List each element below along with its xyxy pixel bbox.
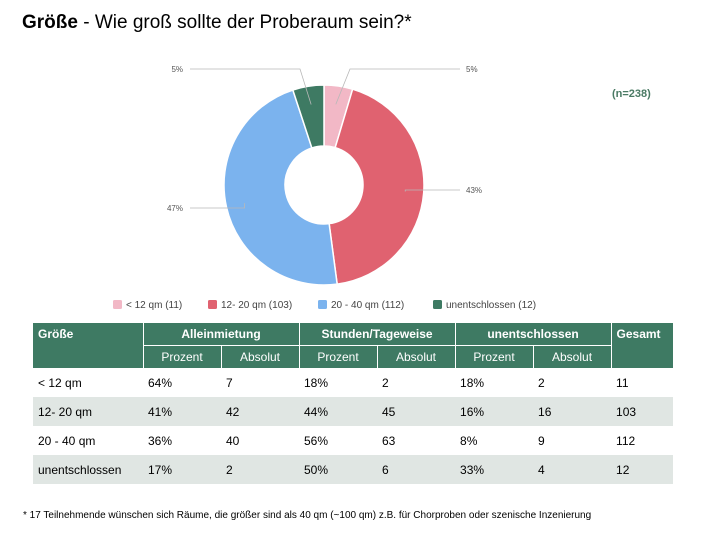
slice-label: 5% (466, 65, 478, 74)
leader-line (190, 203, 245, 209)
table-cell: 2 (538, 375, 545, 390)
table-cell: 6 (377, 455, 456, 484)
table-cell: 42 (221, 397, 299, 426)
table-cell: 20 - 40 qm (38, 433, 96, 448)
donut-slices (223, 84, 425, 286)
slice-leader-lines (190, 68, 460, 209)
table-cell: 2 (221, 455, 299, 484)
table-cell: 45 (377, 397, 456, 426)
table-cell: 40 (226, 433, 240, 448)
title-bold: Größe (22, 12, 78, 33)
leader-line (404, 189, 460, 192)
slice-12-20 (328, 88, 425, 285)
table-cell: 103 (611, 397, 674, 426)
header-alleinmietung: Alleinmietung (143, 323, 300, 346)
leader-line (335, 68, 460, 105)
table-cell: 12- 20 qm (33, 397, 143, 426)
slice-unentschlossen (291, 84, 325, 149)
legend-swatch (208, 300, 217, 309)
table-cell: 8% (460, 433, 478, 448)
legend-swatch (433, 300, 442, 309)
legend-label: 20 - 40 qm (112) (331, 300, 404, 311)
legend-label: < 12 qm (11) (126, 300, 182, 311)
sample-size-label: (n=238) (612, 88, 651, 100)
slice-labels: 5% 43% 47% 5% (167, 65, 482, 213)
table-row: < 12 qm 64% 7 18% 2 18% 2 11 (33, 368, 673, 397)
title-rest: - Wie groß sollte der Proberaum sein?* (77, 12, 412, 33)
table-cell: 4 (533, 455, 612, 484)
slice-20-40 (223, 89, 339, 286)
table-cell: 64% (148, 375, 173, 390)
footnote: * 17 Teilnehmende wünschen sich Räume, d… (23, 510, 592, 521)
legend-label: 12- 20 qm (103) (221, 300, 292, 311)
table-cell: unentschlossen (33, 455, 143, 484)
table-cell: 17% (143, 455, 221, 484)
table-cell: 18% (304, 375, 329, 390)
table-cell: 41% (143, 397, 221, 426)
table-cell: 50% (299, 455, 377, 484)
header-stunden-tageweise: Stunden/Tageweise (299, 323, 456, 346)
subheader-absolut: Absolut (533, 345, 612, 368)
table-cell: 44% (299, 397, 377, 426)
table-cell: < 12 qm (38, 375, 82, 390)
table-row: 20 - 40 qm 36% 40 56% 63 8% 9 112 (33, 426, 673, 455)
subheader-absolut: Absolut (221, 345, 300, 368)
slice-label: 47% (167, 204, 183, 213)
table-cell: 112 (616, 433, 636, 448)
table-cell: 63 (382, 433, 396, 448)
leader-line (190, 68, 312, 105)
legend-swatch (113, 300, 122, 309)
table-cell: 16% (455, 397, 534, 426)
page-title: Größe - Wie groß sollte der Proberaum se… (22, 12, 412, 34)
header-unentschlossen: unentschlossen (455, 323, 612, 346)
chart-legend: < 12 qm (11) 12- 20 qm (103) 20 - 40 qm (1… (113, 300, 536, 311)
table-cell: 11 (616, 375, 629, 390)
subheader-absolut: Absolut (377, 345, 456, 368)
legend-swatch (318, 300, 327, 309)
table-row: 12- 20 qm 41% 42 44% 45 16% 16 103 (33, 397, 674, 426)
table-cell: 33% (455, 455, 534, 484)
table-cell: 7 (226, 375, 233, 390)
results-table: Größe Alleinmietung Stunden/Tageweise un… (33, 323, 674, 484)
table-cell: 18% (460, 375, 485, 390)
slice-label: 43% (466, 186, 482, 195)
legend-label: unentschlossen (12) (446, 300, 536, 311)
table-row: unentschlossen 17% 2 50% 6 33% 4 12 (33, 455, 674, 484)
table-cell: 56% (304, 433, 329, 448)
table-cell: 9 (538, 433, 545, 448)
table-cell: 12 (611, 455, 674, 484)
table-cell: 36% (148, 433, 173, 448)
subheader-prozent: Prozent (299, 345, 378, 368)
slice-label: 5% (171, 65, 183, 74)
table-cell: 2 (382, 375, 389, 390)
subheader-prozent: Prozent (455, 345, 534, 368)
table-cell: 16 (533, 397, 612, 426)
header-gesamt: Gesamt (611, 323, 674, 368)
header-groesse: Größe (33, 323, 144, 368)
donut-chart: 5% 43% 47% 5% < 12 qm (11) 12- 20 qm (103) 20… (113, 65, 536, 311)
subheader-prozent: Prozent (143, 345, 222, 368)
